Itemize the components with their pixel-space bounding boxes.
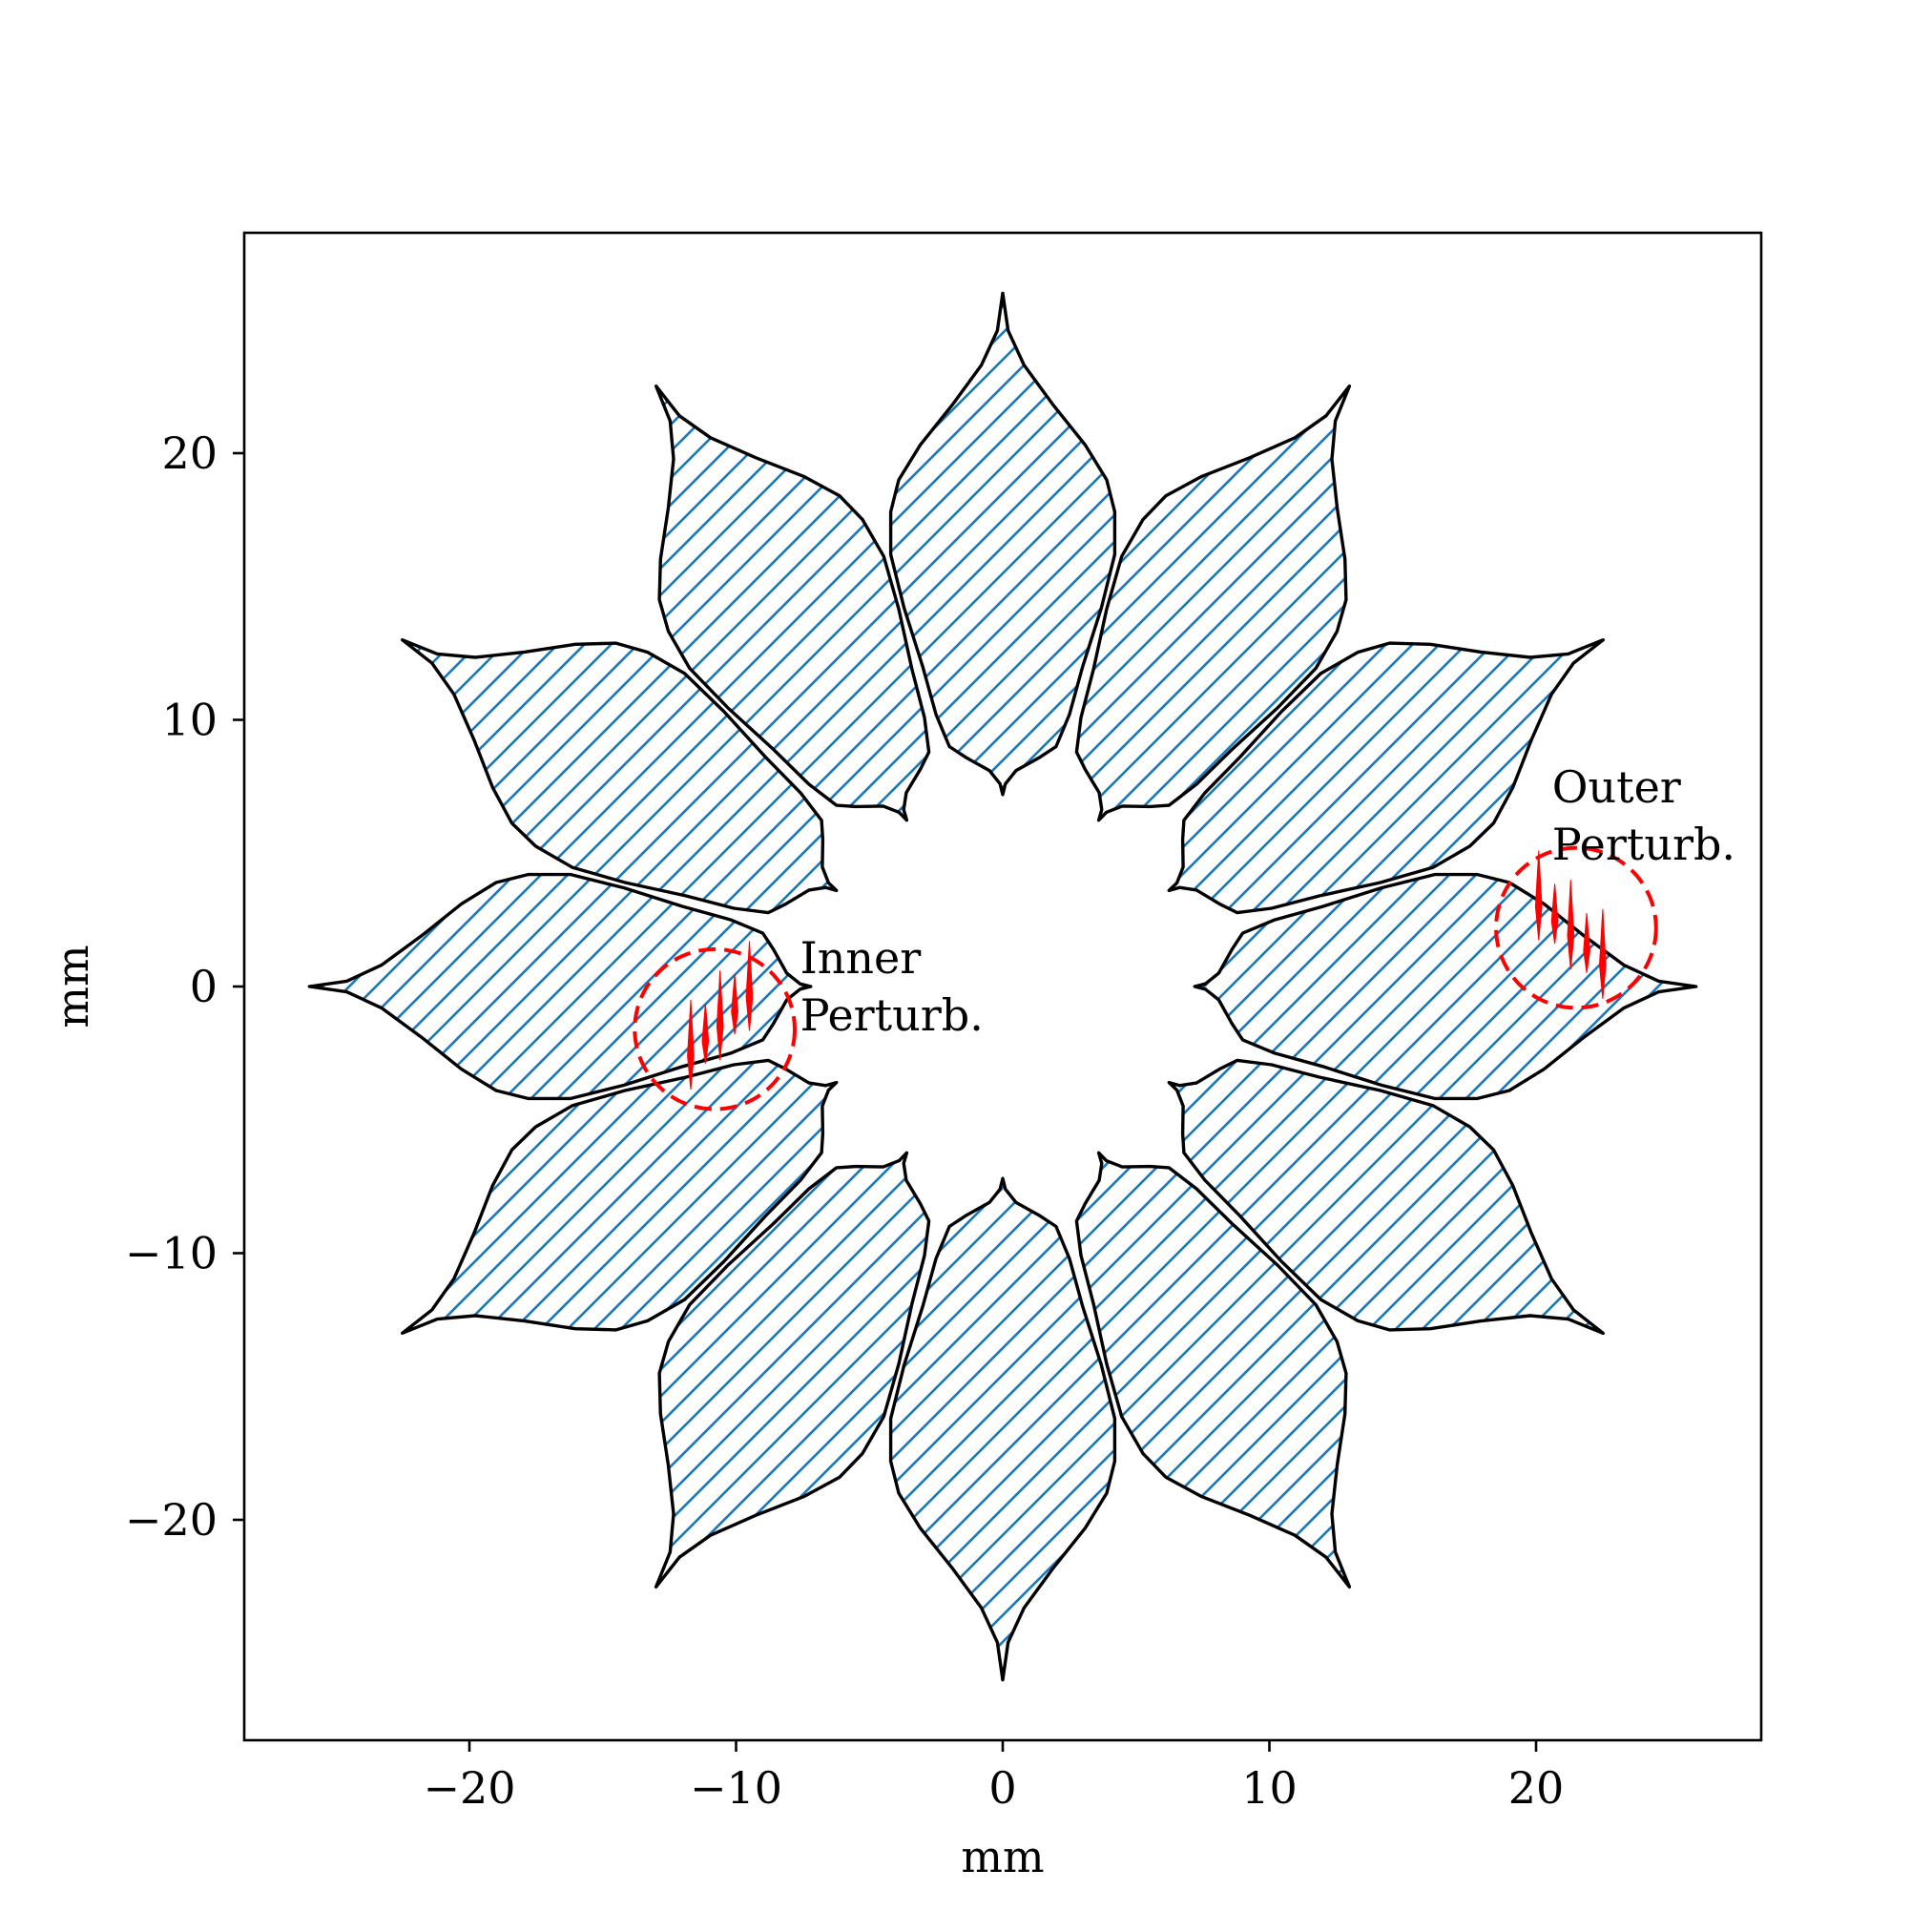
petal (1074, 1151, 1352, 1589)
y-tick-label: 10 (161, 695, 218, 746)
petal (888, 291, 1117, 797)
perturbation-circle (1494, 845, 1658, 1010)
petal (401, 638, 839, 915)
petal (307, 872, 813, 1101)
petal (1167, 638, 1605, 915)
y-tick-label: 0 (190, 961, 218, 1012)
annotation-label: Inner (800, 932, 922, 984)
annotation-label: Outer (1552, 761, 1681, 813)
x-tick-label: −10 (690, 1762, 782, 1814)
perturbation-circle (633, 946, 797, 1111)
petal (654, 384, 931, 822)
y-tick-label: 20 (161, 427, 218, 479)
x-tick-label: 10 (1241, 1762, 1298, 1814)
perturbation-annotation: Outer Perturb. (1494, 761, 1735, 1010)
y-tick-label: −10 (125, 1228, 218, 1279)
petal (888, 1176, 1117, 1682)
y-tick-label: −20 (125, 1494, 218, 1546)
perturbation-spikes (687, 941, 754, 1090)
petal (1167, 1058, 1605, 1336)
y-axis-label: mm (47, 945, 98, 1028)
x-tick-label: 20 (1508, 1762, 1565, 1814)
y-axis-ticks: −20 −10 0 10 20 (125, 427, 244, 1546)
x-tick-label: 0 (988, 1762, 1016, 1814)
x-axis-ticks: −20 −10 0 10 20 (423, 1740, 1564, 1814)
annotation-label: Perturb. (800, 989, 984, 1041)
petal (1074, 384, 1352, 822)
perturbation-spikes (1534, 850, 1607, 999)
petal-ring (307, 291, 1698, 1682)
petal (654, 1151, 931, 1589)
x-tick-label: −20 (423, 1762, 515, 1814)
petal (401, 1058, 839, 1335)
annotation-label: Perturb. (1552, 819, 1735, 870)
x-axis-label: mm (961, 1831, 1044, 1882)
